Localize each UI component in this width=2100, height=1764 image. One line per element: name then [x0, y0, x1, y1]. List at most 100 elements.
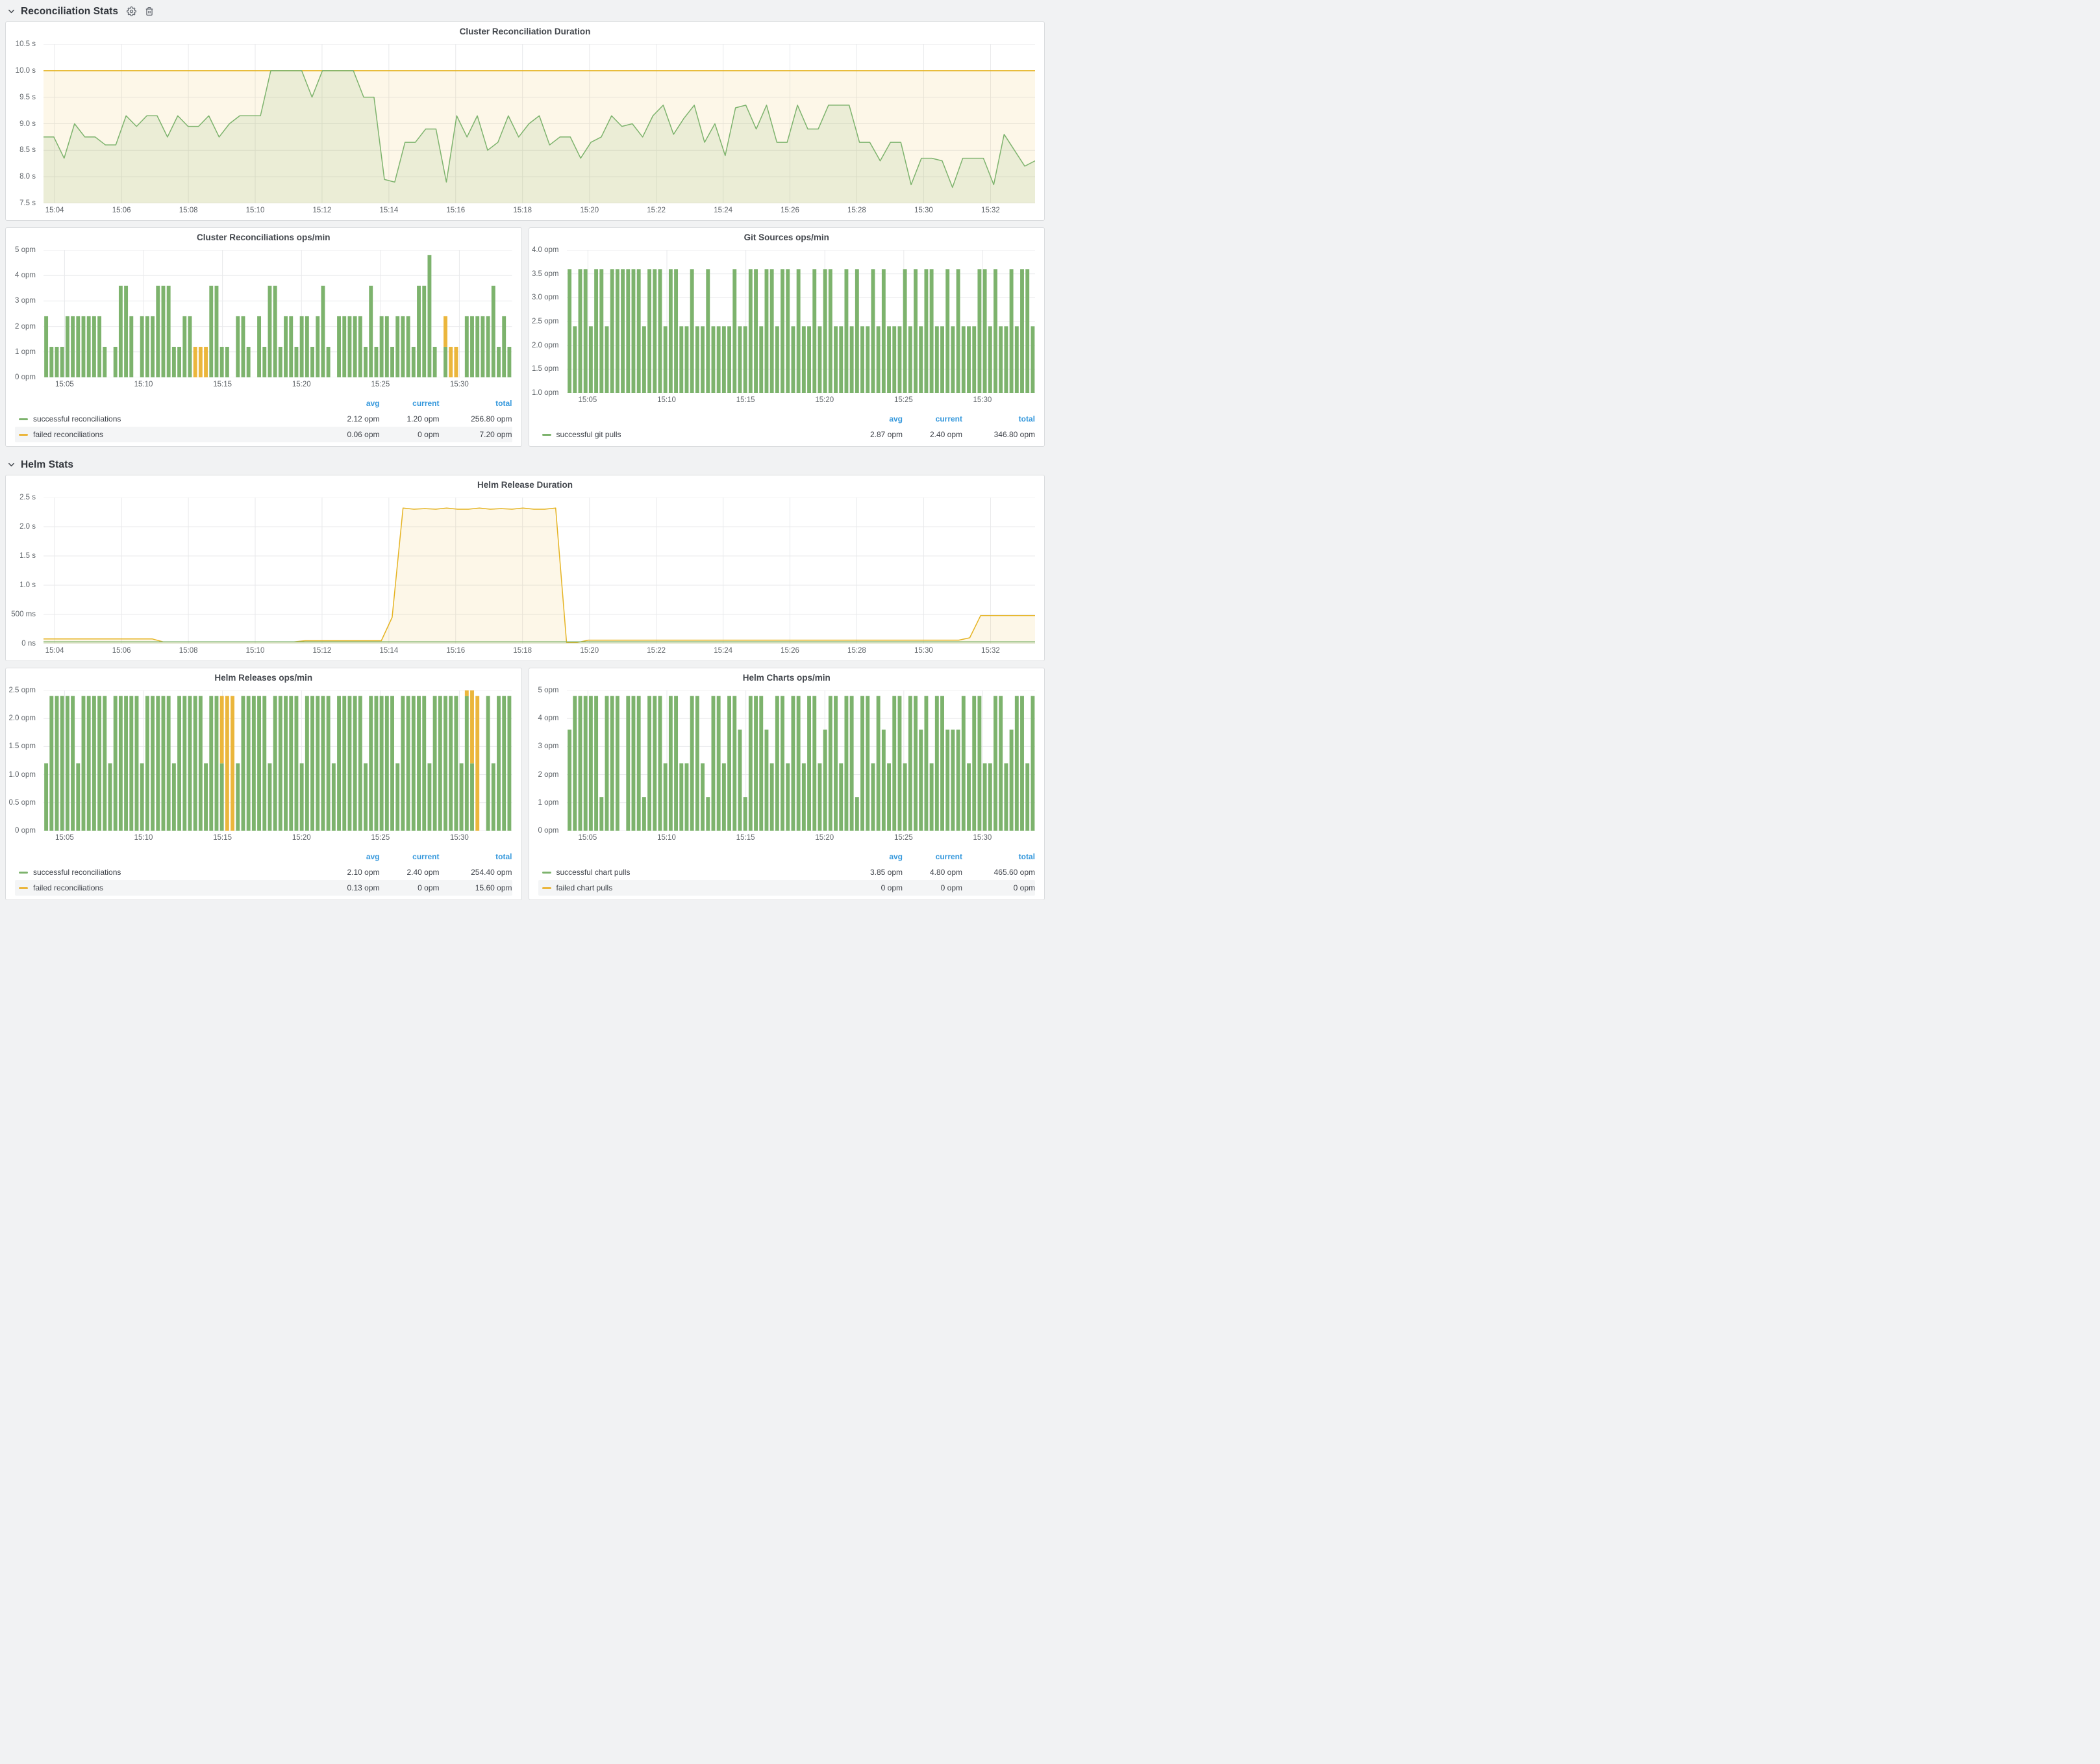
- legend-series-label[interactable]: failed reconciliations: [15, 430, 320, 439]
- legend-stat-value: 0.06 opm: [320, 430, 380, 439]
- trash-icon[interactable]: [145, 6, 154, 16]
- x-axis: 15:0515:1015:1515:2015:2515:30: [44, 379, 512, 393]
- legend-stat-header[interactable]: avg: [320, 399, 380, 408]
- bar-chart[interactable]: 2.5 opm2.0 opm1.5 opm1.0 opm0.5 opm0 opm: [6, 684, 521, 831]
- x-tick-label: 15:08: [179, 647, 198, 655]
- section-header-reconciliation-stats[interactable]: Reconciliation Stats: [5, 0, 1045, 21]
- y-tick-label: 1 opm: [538, 799, 559, 807]
- legend-stat-header[interactable]: total: [440, 852, 512, 861]
- legend-stat-header[interactable]: total: [962, 414, 1035, 423]
- legend-row: successful reconciliations2.12 opm1.20 o…: [15, 411, 512, 427]
- legend-stat-value: 254.40 opm: [440, 868, 512, 877]
- legend-series-label[interactable]: failed reconciliations: [15, 883, 320, 892]
- legend-stat-header[interactable]: current: [380, 399, 440, 408]
- x-tick-label: 15:20: [580, 207, 599, 214]
- panel-git-sources-opm: Git Sources ops/min 4.0 opm3.5 opm3.0 op…: [529, 227, 1045, 447]
- legend-swatch-icon: [19, 887, 28, 889]
- legend-stat-header[interactable]: current: [903, 852, 962, 861]
- x-axis: 15:0515:1015:1515:2015:2515:30: [44, 833, 512, 846]
- plot-area[interactable]: [44, 44, 1035, 203]
- panel-title[interactable]: Helm Release Duration: [6, 475, 1044, 491]
- panel-title[interactable]: Helm Charts ops/min: [529, 668, 1045, 684]
- timeseries-chart[interactable]: 10.5 s10.0 s9.5 s9.0 s8.5 s8.0 s7.5 s: [6, 38, 1044, 203]
- y-tick-label: 10.5 s: [16, 40, 36, 48]
- panel-helm-charts-opm: Helm Charts ops/min 5 opm4 opm3 opm2 opm…: [529, 668, 1045, 900]
- panel-cluster-reconciliation-duration: Cluster Reconciliation Duration 10.5 s10…: [5, 21, 1045, 221]
- x-tick-label: 15:16: [446, 647, 465, 655]
- x-tick-label: 15:30: [914, 207, 933, 214]
- plot-area[interactable]: [567, 250, 1036, 393]
- legend-series-name: failed reconciliations: [33, 883, 103, 892]
- legend-stat-header[interactable]: total: [962, 852, 1035, 861]
- legend-stat-value: 256.80 opm: [440, 414, 512, 423]
- plot-area[interactable]: [567, 690, 1036, 831]
- legend-stat-header[interactable]: total: [440, 399, 512, 408]
- panel-title[interactable]: Helm Releases ops/min: [6, 668, 521, 684]
- gear-icon[interactable]: [127, 6, 136, 16]
- x-tick-label: 15:18: [513, 207, 532, 214]
- x-tick-label: 15:20: [292, 381, 311, 388]
- y-tick-label: 2.5 opm: [532, 318, 559, 325]
- panel-title[interactable]: Cluster Reconciliation Duration: [6, 22, 1044, 38]
- bar-chart[interactable]: 5 opm4 opm3 opm2 opm1 opm0 opm: [529, 684, 1045, 831]
- timeseries-chart[interactable]: 2.5 s2.0 s1.5 s1.0 s500 ms0 ns: [6, 491, 1044, 644]
- legend-stat-value: 15.60 opm: [440, 883, 512, 892]
- x-tick-label: 15:26: [781, 207, 799, 214]
- y-tick-label: 9.0 s: [19, 120, 36, 128]
- legend-stat-header[interactable]: avg: [843, 414, 903, 423]
- legend-stat-header[interactable]: current: [903, 414, 962, 423]
- legend-stat-value: 0 opm: [380, 430, 440, 439]
- x-tick-label: 15:32: [981, 207, 1000, 214]
- x-tick-label: 15:25: [894, 834, 913, 842]
- legend-series-label[interactable]: failed chart pulls: [538, 883, 844, 892]
- x-tick-label: 15:30: [450, 381, 469, 388]
- x-tick-label: 15:24: [714, 207, 732, 214]
- y-tick-label: 0 ns: [21, 640, 36, 648]
- y-tick-label: 0 opm: [15, 827, 36, 835]
- legend-stat-value: 1.20 opm: [380, 414, 440, 423]
- x-tick-label: 15:16: [446, 207, 465, 214]
- x-tick-label: 15:10: [246, 647, 265, 655]
- x-tick-label: 15:30: [914, 647, 933, 655]
- x-tick-label: 15:26: [781, 647, 799, 655]
- chevron-down-icon[interactable]: [8, 8, 15, 15]
- legend-stat-value: 2.40 opm: [380, 868, 440, 877]
- chevron-down-icon[interactable]: [8, 461, 15, 468]
- legend-stat-header[interactable]: current: [380, 852, 440, 861]
- y-tick-label: 4 opm: [15, 271, 36, 279]
- legend-series-label[interactable]: successful reconciliations: [15, 868, 320, 877]
- legend-stat-header[interactable]: avg: [843, 852, 903, 861]
- y-tick-label: 3.5 opm: [532, 270, 559, 278]
- legend-row: failed reconciliations0.13 opm0 opm15.60…: [15, 880, 512, 896]
- y-tick-label: 0.5 opm: [8, 799, 36, 807]
- legend-stat-value: 0.13 opm: [320, 883, 380, 892]
- legend-stat-value: 2.10 opm: [320, 868, 380, 877]
- panel-title[interactable]: Cluster Reconciliations ops/min: [6, 228, 521, 244]
- legend-series-label[interactable]: successful reconciliations: [15, 414, 320, 423]
- legend-series-label[interactable]: successful chart pulls: [538, 868, 844, 877]
- panel-helm-release-duration: Helm Release Duration 2.5 s2.0 s1.5 s1.0…: [5, 475, 1045, 661]
- y-tick-label: 2.0 opm: [532, 342, 559, 349]
- legend-stat-header[interactable]: avg: [320, 852, 380, 861]
- x-tick-label: 15:20: [815, 396, 834, 404]
- bar-chart[interactable]: 5 opm4 opm3 opm2 opm1 opm0 opm: [6, 244, 521, 377]
- legend-swatch-icon: [542, 887, 551, 889]
- legend-header-row: avgcurrenttotal: [15, 396, 512, 411]
- plot-area[interactable]: [44, 498, 1035, 644]
- plot-area[interactable]: [44, 690, 512, 831]
- section-header-helm-stats[interactable]: Helm Stats: [5, 453, 1045, 475]
- legend: avgcurrenttotalsuccessful chart pulls3.8…: [529, 848, 1045, 900]
- x-axis: 15:0515:1015:1515:2015:2515:30: [567, 833, 1036, 846]
- x-tick-label: 15:05: [579, 396, 597, 404]
- y-tick-label: 0 opm: [538, 827, 559, 835]
- x-tick-label: 15:25: [371, 381, 390, 388]
- legend-stat-value: 2.40 opm: [903, 430, 962, 439]
- panel-title[interactable]: Git Sources ops/min: [529, 228, 1045, 244]
- legend-series-label[interactable]: successful git pulls: [538, 430, 844, 439]
- legend-row: successful reconciliations2.10 opm2.40 o…: [15, 864, 512, 880]
- y-axis: 5 opm4 opm3 opm2 opm1 opm0 opm: [529, 690, 562, 831]
- bar-chart[interactable]: 4.0 opm3.5 opm3.0 opm2.5 opm2.0 opm1.5 o…: [529, 244, 1045, 393]
- y-tick-label: 8.0 s: [19, 173, 36, 181]
- x-tick-label: 15:14: [379, 647, 398, 655]
- plot-area[interactable]: [44, 250, 512, 377]
